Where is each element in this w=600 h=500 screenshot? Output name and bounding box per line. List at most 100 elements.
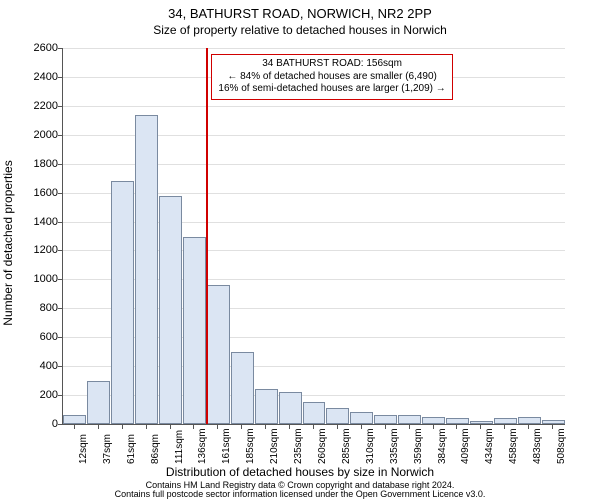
y-tick-mark xyxy=(58,77,63,78)
histogram-bar xyxy=(279,392,302,424)
y-tick-label: 600 xyxy=(18,331,58,343)
x-tick-label: 61sqm xyxy=(126,434,137,464)
y-tick-label: 200 xyxy=(18,389,58,401)
x-tick-mark xyxy=(480,424,481,429)
x-tick-mark xyxy=(504,424,505,429)
x-tick-label: 310sqm xyxy=(365,428,376,464)
y-tick-mark xyxy=(58,164,63,165)
chart-plot-area xyxy=(62,48,565,425)
y-tick-mark xyxy=(58,395,63,396)
histogram-bar xyxy=(326,408,349,424)
x-tick-mark xyxy=(289,424,290,429)
x-tick-label: 285sqm xyxy=(341,428,352,464)
x-tick-mark xyxy=(170,424,171,429)
y-tick-mark xyxy=(58,424,63,425)
annotation-line: ← 84% of detached houses are smaller (6,… xyxy=(218,71,445,84)
y-tick-mark xyxy=(58,193,63,194)
x-tick-mark xyxy=(552,424,553,429)
y-tick-label: 2600 xyxy=(18,42,58,54)
histogram-bar xyxy=(135,115,158,424)
histogram-bar xyxy=(422,417,445,424)
x-tick-label: 235sqm xyxy=(293,428,304,464)
x-tick-mark xyxy=(122,424,123,429)
x-tick-mark xyxy=(409,424,410,429)
x-tick-label: 136sqm xyxy=(197,428,208,464)
x-tick-mark xyxy=(74,424,75,429)
x-tick-label: 458sqm xyxy=(508,428,519,464)
y-tick-label: 1200 xyxy=(18,244,58,256)
x-tick-mark xyxy=(217,424,218,429)
x-tick-mark xyxy=(528,424,529,429)
x-tick-label: 12sqm xyxy=(78,434,89,464)
x-tick-label: 185sqm xyxy=(245,428,256,464)
histogram-bar xyxy=(518,417,541,424)
y-tick-mark xyxy=(58,366,63,367)
x-tick-label: 86sqm xyxy=(150,434,161,464)
y-tick-label: 2200 xyxy=(18,100,58,112)
histogram-bar xyxy=(374,415,397,424)
y-tick-label: 400 xyxy=(18,360,58,372)
y-tick-label: 2400 xyxy=(18,71,58,83)
grid-line xyxy=(63,106,565,107)
x-tick-mark xyxy=(456,424,457,429)
y-tick-mark xyxy=(58,106,63,107)
y-tick-label: 1000 xyxy=(18,273,58,285)
annotation-box: 34 BATHURST ROAD: 156sqm← 84% of detache… xyxy=(211,54,452,100)
y-tick-mark xyxy=(58,308,63,309)
footer-attribution: Contains HM Land Registry data © Crown c… xyxy=(0,481,600,500)
y-tick-label: 1800 xyxy=(18,158,58,170)
x-tick-label: 161sqm xyxy=(221,428,232,464)
y-tick-mark xyxy=(58,279,63,280)
histogram-bar xyxy=(63,415,86,424)
reference-line xyxy=(206,48,208,424)
x-tick-label: 359sqm xyxy=(413,428,424,464)
x-tick-mark xyxy=(241,424,242,429)
y-tick-mark xyxy=(58,48,63,49)
x-tick-mark xyxy=(265,424,266,429)
y-tick-label: 2000 xyxy=(18,129,58,141)
x-axis-label: Distribution of detached houses by size … xyxy=(0,465,600,479)
grid-line xyxy=(63,48,565,49)
y-tick-mark xyxy=(58,250,63,251)
x-tick-mark xyxy=(361,424,362,429)
x-tick-label: 210sqm xyxy=(269,428,280,464)
histogram-bar xyxy=(183,237,206,424)
x-tick-mark xyxy=(313,424,314,429)
histogram-bar xyxy=(398,415,421,424)
x-tick-label: 508sqm xyxy=(556,428,567,464)
footer-line-2: Contains full postcode sector informatio… xyxy=(0,490,600,499)
x-tick-label: 260sqm xyxy=(317,428,328,464)
annotation-line: 34 BATHURST ROAD: 156sqm xyxy=(218,58,445,71)
histogram-bar xyxy=(159,196,182,424)
page-subtitle: Size of property relative to detached ho… xyxy=(0,21,600,39)
histogram-bar xyxy=(303,402,326,424)
x-tick-mark xyxy=(98,424,99,429)
y-tick-label: 800 xyxy=(18,302,58,314)
x-tick-mark xyxy=(193,424,194,429)
y-tick-label: 1400 xyxy=(18,216,58,228)
x-tick-mark xyxy=(146,424,147,429)
y-tick-mark xyxy=(58,337,63,338)
x-tick-label: 434sqm xyxy=(484,428,495,464)
x-tick-mark xyxy=(385,424,386,429)
histogram-bar xyxy=(207,285,230,424)
histogram-bar xyxy=(255,389,278,424)
x-tick-mark xyxy=(337,424,338,429)
y-tick-label: 1600 xyxy=(18,187,58,199)
y-tick-mark xyxy=(58,135,63,136)
page-title: 34, BATHURST ROAD, NORWICH, NR2 2PP xyxy=(0,0,600,21)
annotation-line: 16% of semi-detached houses are larger (… xyxy=(218,83,445,96)
histogram-bar xyxy=(446,418,469,424)
histogram-bar xyxy=(87,381,110,424)
x-tick-label: 483sqm xyxy=(532,428,543,464)
x-tick-label: 384sqm xyxy=(437,428,448,464)
histogram-bar xyxy=(111,181,134,424)
x-tick-label: 409sqm xyxy=(460,428,471,464)
x-tick-label: 335sqm xyxy=(389,428,400,464)
histogram-bar xyxy=(350,412,373,424)
y-tick-label: 0 xyxy=(18,418,58,430)
y-tick-mark xyxy=(58,222,63,223)
histogram-bar xyxy=(231,352,254,424)
x-tick-label: 111sqm xyxy=(174,430,185,464)
x-tick-mark xyxy=(433,424,434,429)
